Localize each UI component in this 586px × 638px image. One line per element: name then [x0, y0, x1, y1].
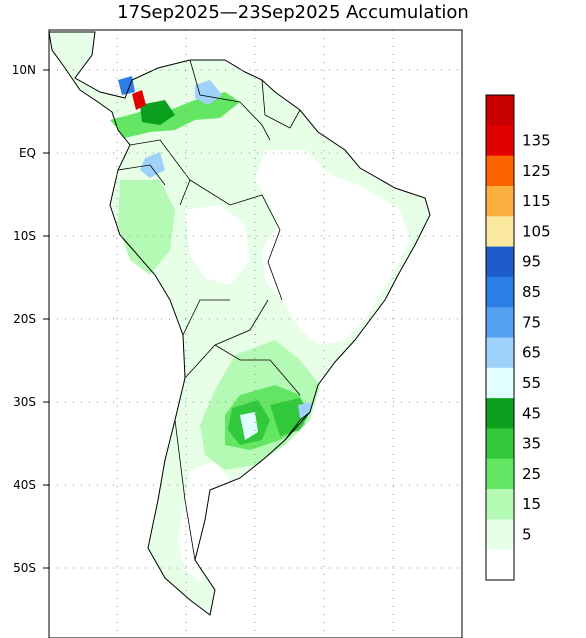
dry-area-west	[185, 205, 250, 285]
rain-65-75-b	[195, 80, 222, 105]
continent-fill	[49, 32, 430, 615]
legend-swatch	[486, 549, 514, 581]
map-area	[49, 30, 462, 638]
legend-swatch	[486, 95, 514, 126]
legend-label: 15	[522, 495, 541, 513]
lat-label-10s: 10S	[13, 229, 36, 243]
legend-swatch	[486, 276, 514, 308]
lat-ticks	[43, 69, 49, 569]
legend-swatch	[486, 489, 514, 520]
legend-swatch	[486, 185, 514, 217]
country-borders	[117, 59, 311, 561]
map-frame	[48, 29, 463, 638]
legend-swatch	[486, 307, 514, 338]
lat-label-10n: 10N	[12, 63, 36, 77]
legend-label: 75	[522, 313, 541, 331]
legend-label: 25	[522, 465, 541, 483]
coastline	[49, 31, 431, 616]
lat-label-30s: 30S	[13, 395, 36, 409]
legend-label: 35	[522, 435, 541, 453]
legend-colorbar	[485, 94, 515, 581]
legend-swatch	[486, 458, 514, 490]
dry-area-brazil	[255, 150, 410, 345]
legend-labels: 135 125 115 105 95 85 75 65 55 45 35 25 15 5	[522, 131, 551, 543]
rain-55-65	[240, 412, 258, 440]
legend-swatch	[486, 155, 514, 187]
legend-label: 45	[522, 404, 541, 422]
map-title: 17Sep2025—23Sep2025 Accumulation	[117, 2, 469, 23]
rain-135-plus	[132, 90, 146, 110]
legend-label: 135	[522, 131, 551, 149]
rain-85-95	[118, 76, 135, 95]
rain-15-25-west	[118, 180, 175, 275]
lat-label-50s: 50S	[13, 561, 36, 575]
lat-label-20s: 20S	[13, 312, 36, 326]
legend-border	[485, 94, 515, 581]
legend-swatch	[486, 216, 514, 248]
legend-label: 85	[522, 283, 541, 301]
lat-label-eq: EQ	[19, 146, 36, 160]
legend-swatch	[486, 246, 514, 278]
legend-label: 105	[522, 222, 551, 240]
legend-swatch	[486, 367, 514, 399]
rain-65-75	[140, 152, 165, 178]
legend-label: 125	[522, 162, 551, 180]
legend-swatch	[486, 337, 514, 369]
grid	[49, 30, 462, 638]
legend-label: 5	[522, 526, 532, 544]
legend-swatch	[486, 519, 514, 551]
legend-swatch	[486, 428, 514, 460]
legend-label: 65	[522, 344, 541, 362]
rain-45-55	[140, 100, 175, 125]
legend-label: 115	[522, 192, 551, 210]
legend-label: 55	[522, 374, 541, 392]
lat-label-40s: 40S	[13, 478, 36, 492]
legend-label: 95	[522, 253, 541, 271]
legend-swatch	[486, 125, 514, 157]
legend-swatch	[486, 398, 514, 429]
